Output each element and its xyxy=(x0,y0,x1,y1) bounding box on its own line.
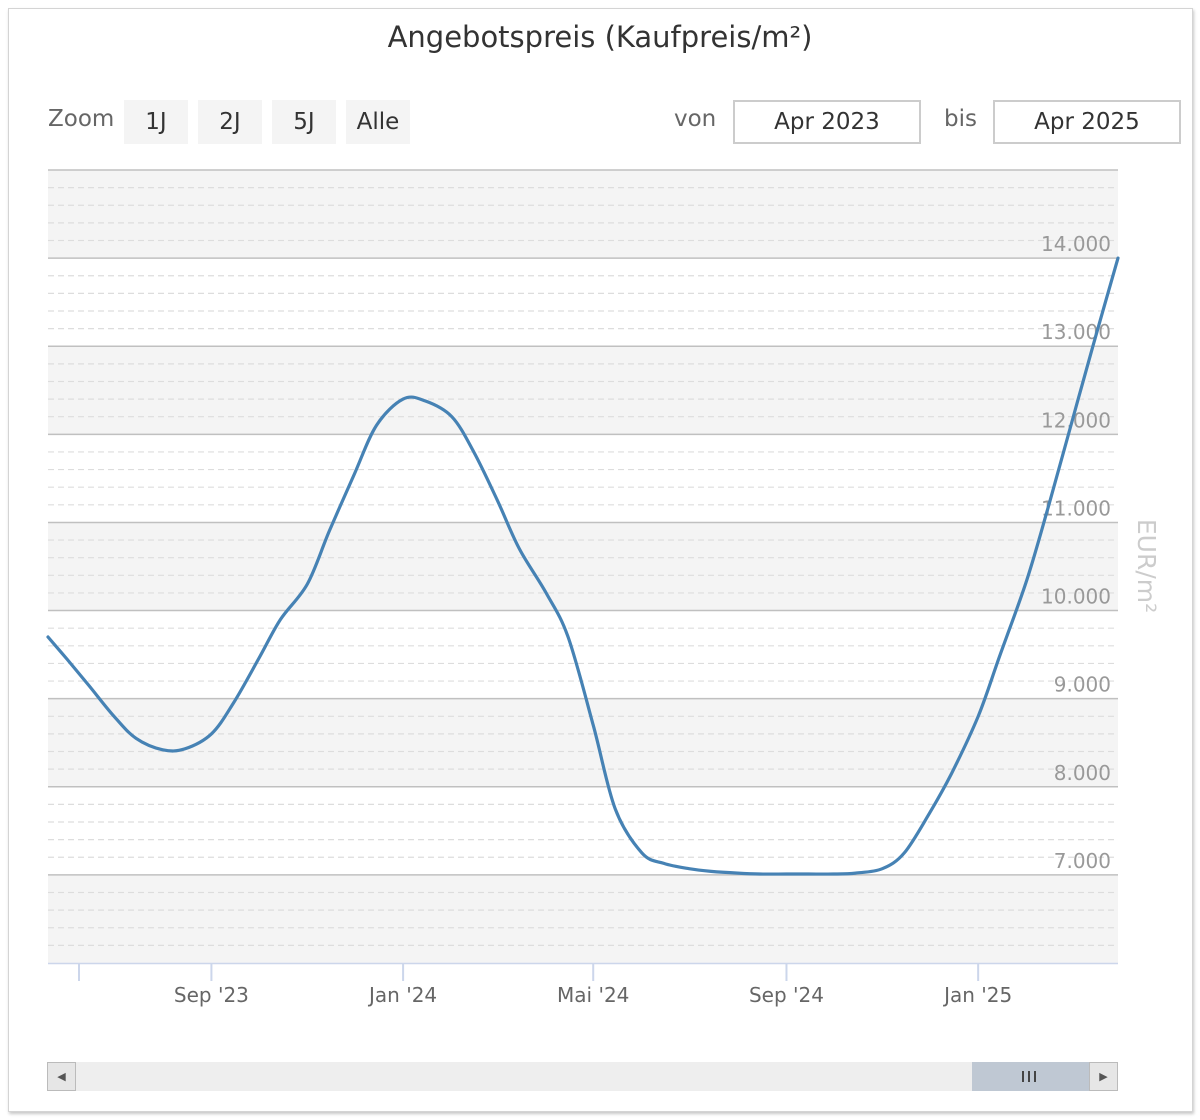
grid-lines xyxy=(48,169,1118,946)
series-layer xyxy=(46,256,1120,876)
zoom-5j-button[interactable]: 5J xyxy=(272,100,336,144)
left-arrow-icon: ◀ xyxy=(57,1070,66,1083)
range-to-input[interactable] xyxy=(993,100,1181,144)
series-line-0 xyxy=(46,256,1120,876)
plot-band xyxy=(48,698,1118,787)
y-tick-label: 14.000 xyxy=(1041,232,1111,256)
range-from-label: von xyxy=(674,106,717,132)
chart-title: Angebotspreis (Kaufpreis/m²) xyxy=(387,20,813,54)
x-tick-label: Jan '24 xyxy=(367,983,437,1007)
scroll-left-button[interactable]: ◀ xyxy=(47,1062,76,1091)
y-tick-label: 8.000 xyxy=(1054,761,1111,785)
navigator-scrollbar-track[interactable] xyxy=(47,1062,1117,1091)
right-arrow-icon: ▶ xyxy=(1099,1070,1108,1083)
plot-bands xyxy=(48,170,1118,963)
y-axis: 7.0008.0009.00010.00011.00012.00013.0001… xyxy=(1041,232,1111,873)
y-tick-label: 11.000 xyxy=(1041,496,1111,520)
x-axis: Sep '23 Jan '24 Mai '24 Sep '24 Jan '25 xyxy=(48,962,1118,1007)
zoom-2j-button[interactable]: 2J xyxy=(198,100,262,144)
plot-band xyxy=(48,522,1118,611)
grip-icon xyxy=(1022,1062,1040,1091)
navigator-scrollbar-thumb[interactable] xyxy=(972,1062,1089,1091)
plot-band xyxy=(48,346,1118,435)
y-tick-label: 9.000 xyxy=(1054,673,1111,697)
x-tick-label: Jan '25 xyxy=(942,983,1012,1007)
x-tick-label: Mai '24 xyxy=(557,983,629,1007)
zoom-label: Zoom xyxy=(48,106,115,132)
x-tick-label: Sep '23 xyxy=(174,983,249,1007)
zoom-alle-button[interactable]: Alle xyxy=(346,100,410,144)
range-from-input[interactable] xyxy=(733,100,921,144)
zoom-1j-button[interactable]: 1J xyxy=(124,100,188,144)
y-tick-label: 7.000 xyxy=(1054,849,1111,873)
range-to-label: bis xyxy=(944,106,977,132)
scroll-right-button[interactable]: ▶ xyxy=(1089,1062,1118,1091)
y-axis-title: EUR/m² xyxy=(1132,519,1161,613)
plot-band xyxy=(48,170,1118,259)
y-tick-label: 10.000 xyxy=(1041,585,1111,609)
x-tick-label: Sep '24 xyxy=(749,983,824,1007)
plot-band xyxy=(48,874,1118,963)
